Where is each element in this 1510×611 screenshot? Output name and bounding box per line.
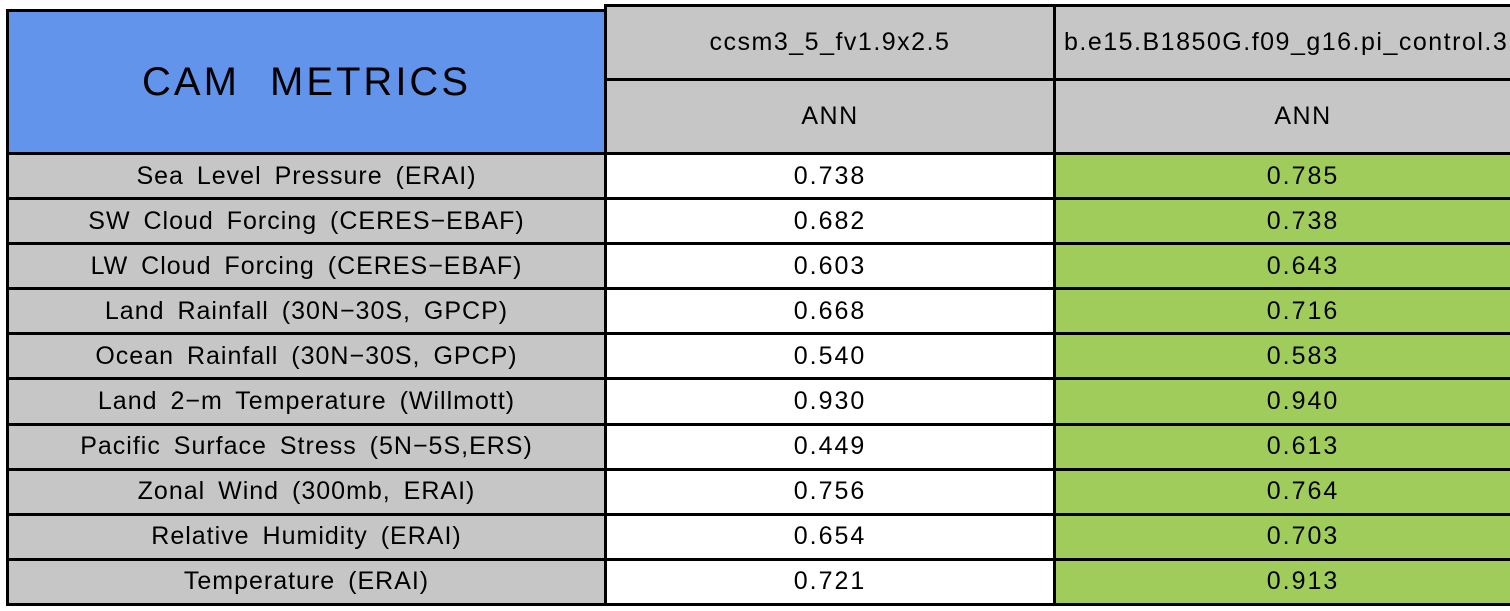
model2-header-cell: b.e15.B1850G.f09_g16.pi_control.3 (1056, 7, 1510, 78)
model1-name: ccsm3_5_fv1.9x2.5 (709, 28, 951, 56)
model2-value-cell: 0.703 (1056, 512, 1510, 558)
model1-value-cell: 0.682 (607, 197, 1053, 243)
metric-label-cell: SW Cloud Forcing (CERES−EBAF) (9, 197, 604, 243)
metric-label-cell: Land 2−m Temperature (Willmott) (9, 377, 604, 423)
model2-value-cell: 0.613 (1056, 422, 1510, 468)
model1-value-cell: 0.930 (607, 377, 1053, 423)
model2-column: b.e15.B1850G.f09_g16.pi_control.3 ANN 0.… (1053, 4, 1510, 606)
metric-label-column: CAM METRICS Sea Level Pressure (ERAI) SW … (6, 9, 607, 606)
model1-value-cell: 0.756 (607, 467, 1053, 513)
metric-label-cell: Ocean Rainfall (30N−30S, GPCP) (9, 332, 604, 378)
model2-value-cell: 0.643 (1056, 242, 1510, 288)
model1-season: ANN (801, 102, 859, 130)
model1-value-cell: 0.738 (607, 152, 1053, 198)
table-title-cell: CAM METRICS (9, 12, 604, 152)
metric-label-cell: LW Cloud Forcing (CERES−EBAF) (9, 242, 604, 288)
model1-value-cell: 0.721 (607, 557, 1053, 603)
metric-label-cell: Land Rainfall (30N−30S, GPCP) (9, 287, 604, 333)
metric-label-cell: Pacific Surface Stress (5N−5S,ERS) (9, 422, 604, 468)
model1-value-list: 0.738 0.682 0.603 0.668 0.540 0.930 0.449 0.756… (607, 152, 1053, 603)
model2-value-cell: 0.764 (1056, 467, 1510, 513)
model2-value-cell: 0.738 (1056, 197, 1510, 243)
metric-label-cell: Sea Level Pressure (ERAI) (9, 152, 604, 198)
model1-season-cell: ANN (607, 78, 1053, 152)
model2-value-cell: 0.583 (1056, 332, 1510, 378)
model2-season-cell: ANN (1056, 78, 1510, 152)
model1-value-cell: 0.540 (607, 332, 1053, 378)
model2-value-cell: 0.940 (1056, 377, 1510, 423)
model2-name: b.e15.B1850G.f09_g16.pi_control.3 (1064, 28, 1509, 56)
model2-value-list: 0.785 0.738 0.643 0.716 0.583 0.940 0.613 0.764… (1056, 152, 1510, 603)
model2-value-cell: 0.785 (1056, 152, 1510, 198)
metric-label-list: Sea Level Pressure (ERAI) SW Cloud Forcin… (9, 152, 604, 603)
model2-season: ANN (1274, 102, 1332, 130)
metric-label-cell: Temperature (ERAI) (9, 557, 604, 603)
model1-value-cell: 0.603 (607, 242, 1053, 288)
model1-column: ccsm3_5_fv1.9x2.5 ANN 0.738 0.682 0.603 0.6… (604, 4, 1056, 606)
model1-value-cell: 0.654 (607, 512, 1053, 558)
model2-value-cell: 0.913 (1056, 557, 1510, 603)
model1-value-cell: 0.449 (607, 422, 1053, 468)
model1-value-cell: 0.668 (607, 287, 1053, 333)
metric-label-cell: Relative Humidity (ERAI) (9, 512, 604, 558)
metric-label-cell: Zonal Wind (300mb, ERAI) (9, 467, 604, 513)
model1-header-cell: ccsm3_5_fv1.9x2.5 (607, 7, 1053, 78)
table-title: CAM METRICS (142, 59, 471, 104)
model2-value-cell: 0.716 (1056, 287, 1510, 333)
